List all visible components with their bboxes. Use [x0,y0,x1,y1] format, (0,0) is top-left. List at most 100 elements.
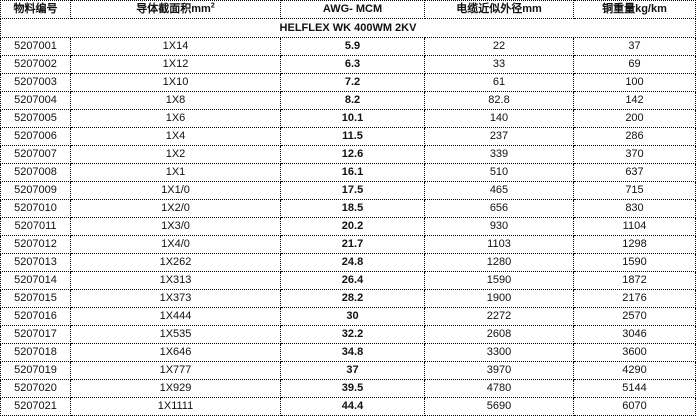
cell-awg: 28.2 [280,289,425,308]
cell-awg: 39.5 [280,379,425,398]
cell-copper-weight: 1590 [573,253,696,272]
cell-part-number: 5207003 [0,73,71,92]
table-row: 5207020 1X929 39.5 4780 5144 [0,379,696,398]
cell-awg: 7.2 [280,73,425,92]
cell-part-number: 5207019 [0,361,71,380]
cell-diameter: 510 [424,163,574,182]
cell-part-number: 5207007 [0,145,71,164]
cell-cross-section: 1X535 [70,325,281,344]
cell-copper-weight: 4290 [573,361,696,380]
cell-diameter: 82.8 [424,91,574,110]
cell-cross-section: 1X12 [70,55,281,74]
cell-awg: 30 [280,307,425,326]
header-awg: AWG- MCM [280,0,425,19]
table-row: 5207008 1X1 16.1 510 637 [0,163,696,182]
cell-cross-section: 1X1 [70,163,281,182]
header-copper-weight: 铜重量kg/km [573,0,696,19]
cell-cross-section: 1X444 [70,307,281,326]
cell-part-number: 5207017 [0,325,71,344]
product-subtitle: HELFLEX WK 400WM 2KV [0,18,696,38]
cell-part-number: 5207015 [0,289,71,308]
cell-copper-weight: 200 [573,109,696,128]
cell-cross-section: 1X313 [70,271,281,290]
cell-awg: 20.2 [280,217,425,236]
cell-copper-weight: 370 [573,145,696,164]
cell-cross-section: 1X6 [70,109,281,128]
table-row: 5207014 1X313 26.4 1590 1872 [0,271,696,290]
cell-copper-weight: 69 [573,55,696,74]
cell-awg: 10.1 [280,109,425,128]
cell-copper-weight: 1298 [573,235,696,254]
cell-awg: 16.1 [280,163,425,182]
cell-part-number: 5207008 [0,163,71,182]
table-row: 5207003 1X10 7.2 61 100 [0,73,696,92]
cell-part-number: 5207004 [0,91,71,110]
cell-part-number: 5207016 [0,307,71,326]
cell-diameter: 656 [424,199,574,218]
cell-cross-section: 1X262 [70,253,281,272]
table-row: 5207016 1X444 30 2272 2570 [0,307,696,326]
cell-part-number: 5207013 [0,253,71,272]
cell-diameter: 1900 [424,289,574,308]
cell-diameter: 3970 [424,361,574,380]
cell-cross-section: 1X4/0 [70,235,281,254]
header-cross-section-label: 导体截面积mm [136,3,211,15]
subtitle-row: HELFLEX WK 400WM 2KV [0,18,696,38]
cell-diameter: 22 [424,37,574,56]
cell-awg: 11.5 [280,127,425,146]
cell-part-number: 5207018 [0,343,71,362]
cell-part-number: 5207009 [0,181,71,200]
cell-copper-weight: 637 [573,163,696,182]
table-row: 5207009 1X1/0 17.5 465 715 [0,181,696,200]
cell-awg: 32.2 [280,325,425,344]
cell-awg: 12.6 [280,145,425,164]
table-row: 5207004 1X8 8.2 82.8 142 [0,91,696,110]
cell-awg: 24.8 [280,253,425,272]
cell-cross-section: 1X14 [70,37,281,56]
cell-copper-weight: 286 [573,127,696,146]
cell-part-number: 5207010 [0,199,71,218]
cell-awg: 21.7 [280,235,425,254]
cell-copper-weight: 2570 [573,307,696,326]
table-row: 5207015 1X373 28.2 1900 2176 [0,289,696,308]
cell-diameter: 339 [424,145,574,164]
table-row: 5207018 1X646 34.8 3300 3600 [0,343,696,362]
cell-awg: 8.2 [280,91,425,110]
cell-cross-section: 1X8 [70,91,281,110]
table-row: 5207012 1X4/0 21.7 1103 1298 [0,235,696,254]
cell-diameter: 1280 [424,253,574,272]
table-row: 5207007 1X2 12.6 339 370 [0,145,696,164]
header-superscript: 2 [210,2,215,10]
cell-copper-weight: 6070 [573,397,696,416]
cell-cross-section: 1X646 [70,343,281,362]
cell-awg: 34.8 [280,343,425,362]
cell-copper-weight: 142 [573,91,696,110]
cell-copper-weight: 1872 [573,271,696,290]
cell-diameter: 237 [424,127,574,146]
cell-part-number: 5207014 [0,271,71,290]
cell-part-number: 5207006 [0,127,71,146]
cell-diameter: 2608 [424,325,574,344]
cell-copper-weight: 1104 [573,217,696,236]
cell-cross-section: 1X10 [70,73,281,92]
cell-part-number: 5207002 [0,55,71,74]
cell-copper-weight: 3600 [573,343,696,362]
cell-cross-section: 1X2 [70,145,281,164]
table-row: 5207013 1X262 24.8 1280 1590 [0,253,696,272]
cell-cross-section: 1X4 [70,127,281,146]
cell-part-number: 5207021 [0,397,71,416]
cell-copper-weight: 100 [573,73,696,92]
cell-awg: 5.9 [280,37,425,56]
cell-copper-weight: 3046 [573,325,696,344]
cell-cross-section: 1X777 [70,361,281,380]
cell-awg: 17.5 [280,181,425,200]
table-row: 5207011 1X3/0 20.2 930 1104 [0,217,696,236]
table-row: 5207019 1X777 37 3970 4290 [0,361,696,380]
header-diameter: 电缆近似外径mm [424,0,574,19]
table-row: 5207006 1X4 11.5 237 286 [0,127,696,146]
cell-diameter: 2272 [424,307,574,326]
cell-awg: 44.4 [280,397,425,416]
cell-cross-section: 1X3/0 [70,217,281,236]
cell-diameter: 1103 [424,235,574,254]
